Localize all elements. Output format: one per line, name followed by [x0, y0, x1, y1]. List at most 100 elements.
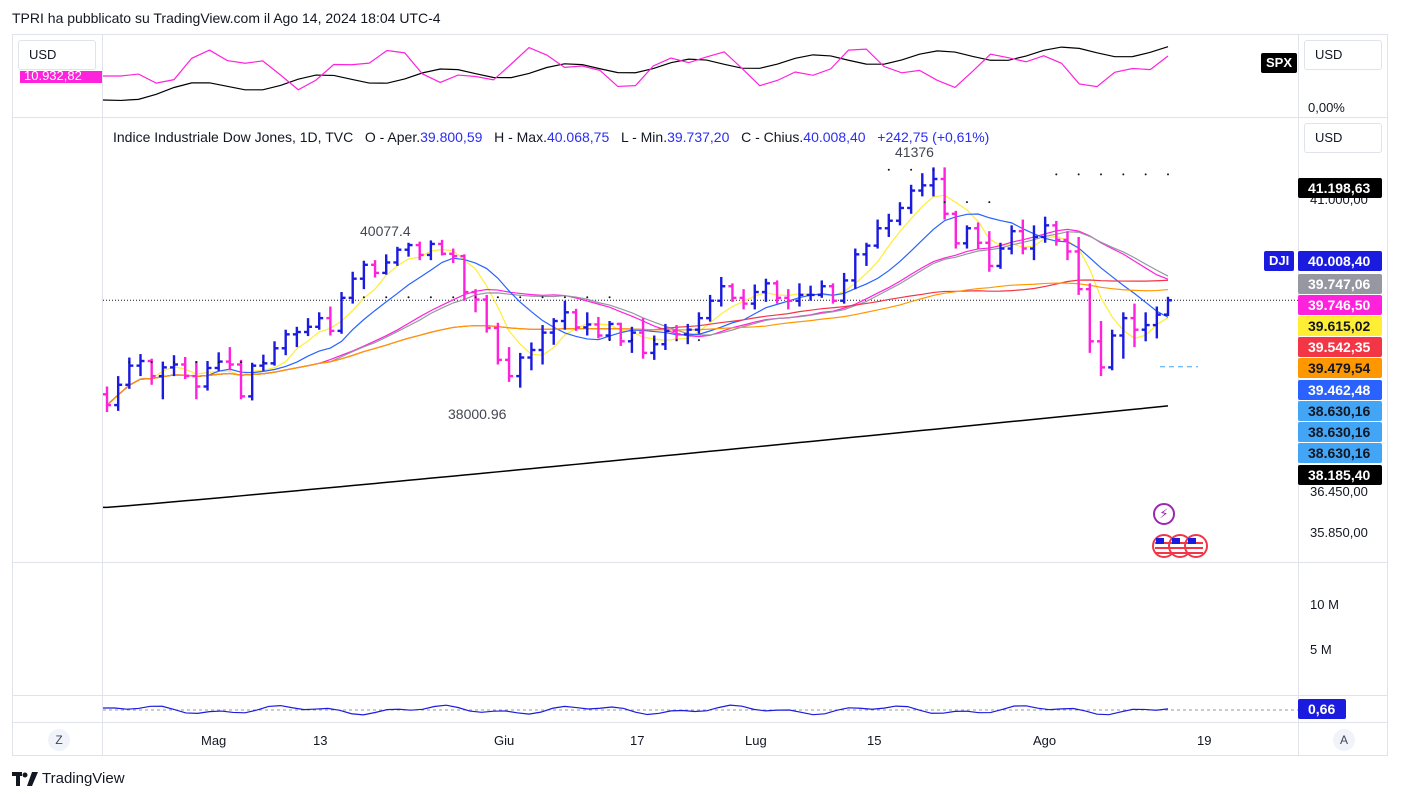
ma-line-6 [103, 405, 1169, 509]
top-right-value: 0,00% [1308, 100, 1345, 115]
price-tag-7: 39.462,48 [1298, 380, 1382, 400]
left-axis-border [102, 34, 103, 756]
ohlc-bar-91 [1119, 312, 1128, 359]
pivot-dots-b-33 [474, 296, 477, 299]
ohlc-bar-39 [538, 325, 547, 365]
ohlc-bar-32 [460, 254, 469, 301]
volume-label-5m: 5 M [1310, 642, 1332, 657]
ohlc-bar-71 [895, 202, 904, 226]
ohlc-bar-18 [304, 318, 313, 337]
ohlc-bar-45 [605, 321, 614, 341]
ohlc-bar-43 [583, 312, 592, 336]
pivot-dots-b-31 [452, 296, 455, 299]
pivot-dots-d-70 [887, 168, 890, 171]
us-flag-icon[interactable] [1150, 533, 1208, 559]
pivot-dots-b-41 [563, 296, 566, 299]
price-tag-2: 39.747,06 [1298, 274, 1382, 294]
price-tag-10: 38.630,16 [1298, 443, 1382, 463]
time-label-19: 19 [1197, 733, 1212, 748]
pane-separator-3[interactable] [12, 695, 1388, 696]
ohlc-bar-13 [248, 362, 257, 401]
price-tag-6: 39.479,54 [1298, 358, 1382, 378]
pivot-dots-f-93 [1144, 173, 1147, 176]
legend-open-value: 39.800,59 [420, 129, 483, 145]
time-label-15: 15 [867, 733, 882, 748]
ohlc-bar-1 [114, 376, 123, 411]
ohlc-bar-35 [493, 322, 502, 365]
flash-icon[interactable]: ⚡ [1153, 503, 1175, 525]
pivot-dots-c-47 [630, 339, 633, 342]
ohlc-bar-41 [560, 300, 569, 330]
ohlc-bar-88 [1085, 283, 1094, 353]
ohlc-legend: Indice Industriale Dow Jones, 1D, TVC O … [113, 129, 989, 145]
pivot-dots-c-53 [697, 339, 700, 342]
ohlc-bar-28 [415, 241, 424, 261]
price-tag-5: 39.542,35 [1298, 337, 1382, 357]
price-tag-11: 38.185,40 [1298, 465, 1382, 485]
ohlc-bar-89 [1096, 321, 1105, 377]
pivot-dots-c-51 [675, 339, 678, 342]
ohlc-bar-95 [1164, 296, 1172, 316]
tradingview-logo-icon [12, 771, 38, 786]
left-currency-button[interactable]: USD [18, 40, 96, 70]
pivot-dots-a-2 [128, 361, 131, 364]
top-right-currency-button[interactable]: USD [1304, 40, 1382, 70]
main-currency-button[interactable]: USD [1304, 123, 1382, 153]
pivot-dots-f-85 [1055, 173, 1058, 176]
ohlc-bar-54 [706, 294, 715, 322]
ma-line-3 [106, 213, 1169, 406]
pivot-dots-d-72 [910, 168, 913, 171]
ohlc-bar-83 [1029, 225, 1038, 261]
price-tag-8: 38.630,16 [1298, 401, 1382, 421]
pivot-dots-b-29 [429, 296, 432, 299]
ohlc-bar-55 [717, 276, 726, 307]
spx-compare-line [102, 46, 1169, 102]
time-label-mag: Mag [201, 733, 227, 748]
pivot-dots-b-27 [407, 296, 410, 299]
pivot-dots-a-14 [262, 361, 265, 364]
chart-frame [12, 34, 1388, 756]
ohlc-bar-30 [438, 239, 447, 256]
ohlc-bar-64 [817, 280, 826, 298]
ohlc-bar-40 [549, 318, 558, 345]
time-label-lug: Lug [745, 733, 767, 748]
ohlc-bar-8 [192, 361, 201, 400]
legend-high-label: H - Max. [494, 129, 547, 145]
ohlc-bar-33 [471, 289, 480, 313]
ohlc-bar-23 [359, 260, 368, 290]
legend-close-value: 40.008,40 [803, 129, 866, 145]
auto-scale-right-button[interactable]: A [1333, 729, 1355, 751]
pivot-dots-d-74 [932, 168, 935, 171]
time-label-13: 13 [313, 733, 328, 748]
pane-separator-2[interactable] [12, 562, 1388, 563]
dji-symbol-tag: DJI [1264, 251, 1295, 271]
pivot-dots-e-79 [988, 201, 991, 204]
pane-separator-1[interactable] [12, 117, 1388, 118]
left-value-tag: 10.932,82 [20, 71, 102, 83]
ohlc-bar-56 [728, 283, 737, 302]
legend-symbol-name[interactable]: Indice Industriale Dow Jones, 1D, TVC [113, 129, 354, 145]
legend-high-value: 40.068,75 [546, 129, 610, 145]
ohlc-bar-84 [1041, 216, 1050, 243]
pivot-dots-b-25 [385, 296, 388, 299]
ohlc-bar-75 [940, 167, 949, 220]
ohlc-bar-37 [516, 352, 525, 388]
price-tag-1: 40.008,40 [1298, 251, 1382, 271]
ohlc-bar-46 [616, 322, 625, 346]
ohlc-bar-79 [985, 231, 994, 272]
ohlc-bar-90 [1108, 329, 1117, 371]
pivot-dots-a-8 [195, 361, 198, 364]
auto-scale-left-button[interactable]: Z [48, 729, 70, 751]
tradingview-logo[interactable]: TradingView [12, 770, 125, 787]
time-axis-separator [12, 722, 1388, 723]
ohlc-bar-57 [739, 289, 748, 310]
ohlc-bar-86 [1063, 231, 1072, 261]
ohlc-bar-74 [929, 167, 938, 197]
pivot-dots-f-87 [1077, 173, 1080, 176]
ohlc-bar-58 [750, 284, 759, 310]
pivot-dots-a-6 [173, 361, 176, 364]
ohlc-bar-78 [974, 222, 983, 249]
ohlc-bar-24 [371, 260, 380, 278]
ohlc-bar-48 [639, 318, 648, 359]
